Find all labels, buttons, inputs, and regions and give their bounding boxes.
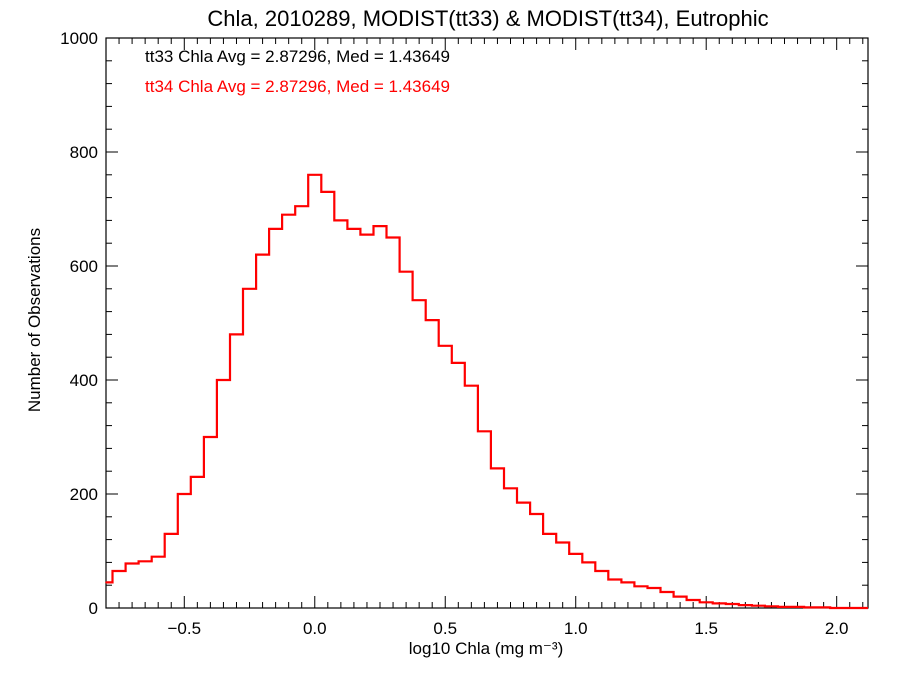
- x-tick-label: −0.5: [168, 619, 202, 638]
- y-tick-label: 0: [89, 599, 98, 618]
- data-point: [483, 430, 486, 433]
- annotation-tt34: tt34 Chla Avg = 2.87296, Med = 1.43649: [145, 77, 450, 96]
- data-point: [340, 219, 342, 222]
- data-point: [327, 191, 329, 193]
- x-axis: −0.5 0.0 0.5 1.0 1.5 2.0: [105, 38, 864, 638]
- data-point: [679, 595, 681, 598]
- data-point: [314, 174, 316, 176]
- y-tick-label: 1000: [60, 29, 98, 48]
- data-point: [718, 602, 721, 605]
- data-point: [366, 233, 368, 236]
- data-point: [835, 607, 838, 609]
- data-point: [757, 604, 760, 607]
- y-axis: 0 200 400 600 800 1000: [60, 29, 868, 618]
- data-point: [274, 228, 277, 230]
- data-point: [209, 436, 212, 438]
- data-point: [431, 319, 434, 321]
- y-tick-label: 200: [70, 485, 98, 504]
- data-point: [170, 533, 172, 535]
- chart-title: Chla, 2010289, MODIST(tt33) & MODIST(tt3…: [207, 6, 768, 31]
- plot-frame: [105, 37, 869, 609]
- data-point: [405, 270, 407, 273]
- x-axis-label: log10 Chla (mg m⁻³): [409, 639, 563, 658]
- y-tick-label: 400: [70, 371, 98, 390]
- series-line-tt34: [106, 173, 868, 610]
- data-point: [692, 599, 694, 601]
- data-point: [248, 288, 251, 290]
- x-tick-label: 1.5: [694, 619, 718, 638]
- data-point: [601, 570, 603, 572]
- data-point: [222, 379, 225, 381]
- data-point: [457, 362, 460, 364]
- data-point: [287, 213, 290, 216]
- data-point: [640, 585, 642, 588]
- x-tick-label: 1.0: [564, 619, 588, 638]
- data-point: [353, 228, 355, 230]
- data-point: [848, 607, 851, 609]
- y-tick-label: 600: [70, 257, 98, 276]
- data-point: [822, 606, 825, 609]
- data-point: [862, 607, 864, 609]
- x-tick-label: 2.0: [825, 619, 849, 638]
- data-point: [666, 591, 668, 593]
- y-tick-label: 800: [70, 143, 98, 162]
- data-point: [261, 253, 264, 256]
- data-point: [548, 533, 551, 535]
- data-point: [157, 555, 159, 558]
- series-layer: [105, 173, 868, 610]
- data-point: [796, 606, 799, 608]
- data-point: [588, 561, 590, 564]
- data-point: [118, 570, 120, 572]
- data-point: [561, 541, 564, 544]
- data-point: [105, 581, 107, 584]
- data-point: [379, 225, 381, 227]
- data-point: [522, 501, 525, 504]
- data-point: [509, 487, 512, 490]
- data-point: [235, 333, 238, 336]
- data-point: [196, 476, 199, 478]
- data-point: [392, 236, 394, 239]
- data-point: [783, 606, 786, 608]
- data-point: [627, 581, 629, 584]
- data-point: [770, 605, 773, 608]
- data-point: [144, 560, 146, 563]
- data-point: [496, 467, 499, 470]
- x-tick-label: 0.5: [433, 619, 457, 638]
- annotation-tt33: tt33 Chla Avg = 2.87296, Med = 1.43649: [145, 47, 450, 66]
- data-point: [300, 205, 303, 207]
- y-axis-label: Number of Observations: [25, 228, 44, 412]
- data-point: [614, 578, 616, 581]
- data-point: [809, 606, 812, 609]
- data-point: [731, 603, 734, 605]
- data-point: [653, 587, 655, 589]
- x-tick-label: 0.0: [303, 619, 327, 638]
- data-point: [744, 604, 747, 606]
- data-point: [418, 299, 421, 302]
- data-point: [535, 513, 538, 515]
- data-point: [444, 345, 447, 347]
- data-point: [470, 384, 473, 387]
- data-point: [705, 601, 707, 604]
- data-point: [183, 493, 186, 495]
- data-point: [574, 553, 577, 555]
- data-point: [131, 562, 133, 565]
